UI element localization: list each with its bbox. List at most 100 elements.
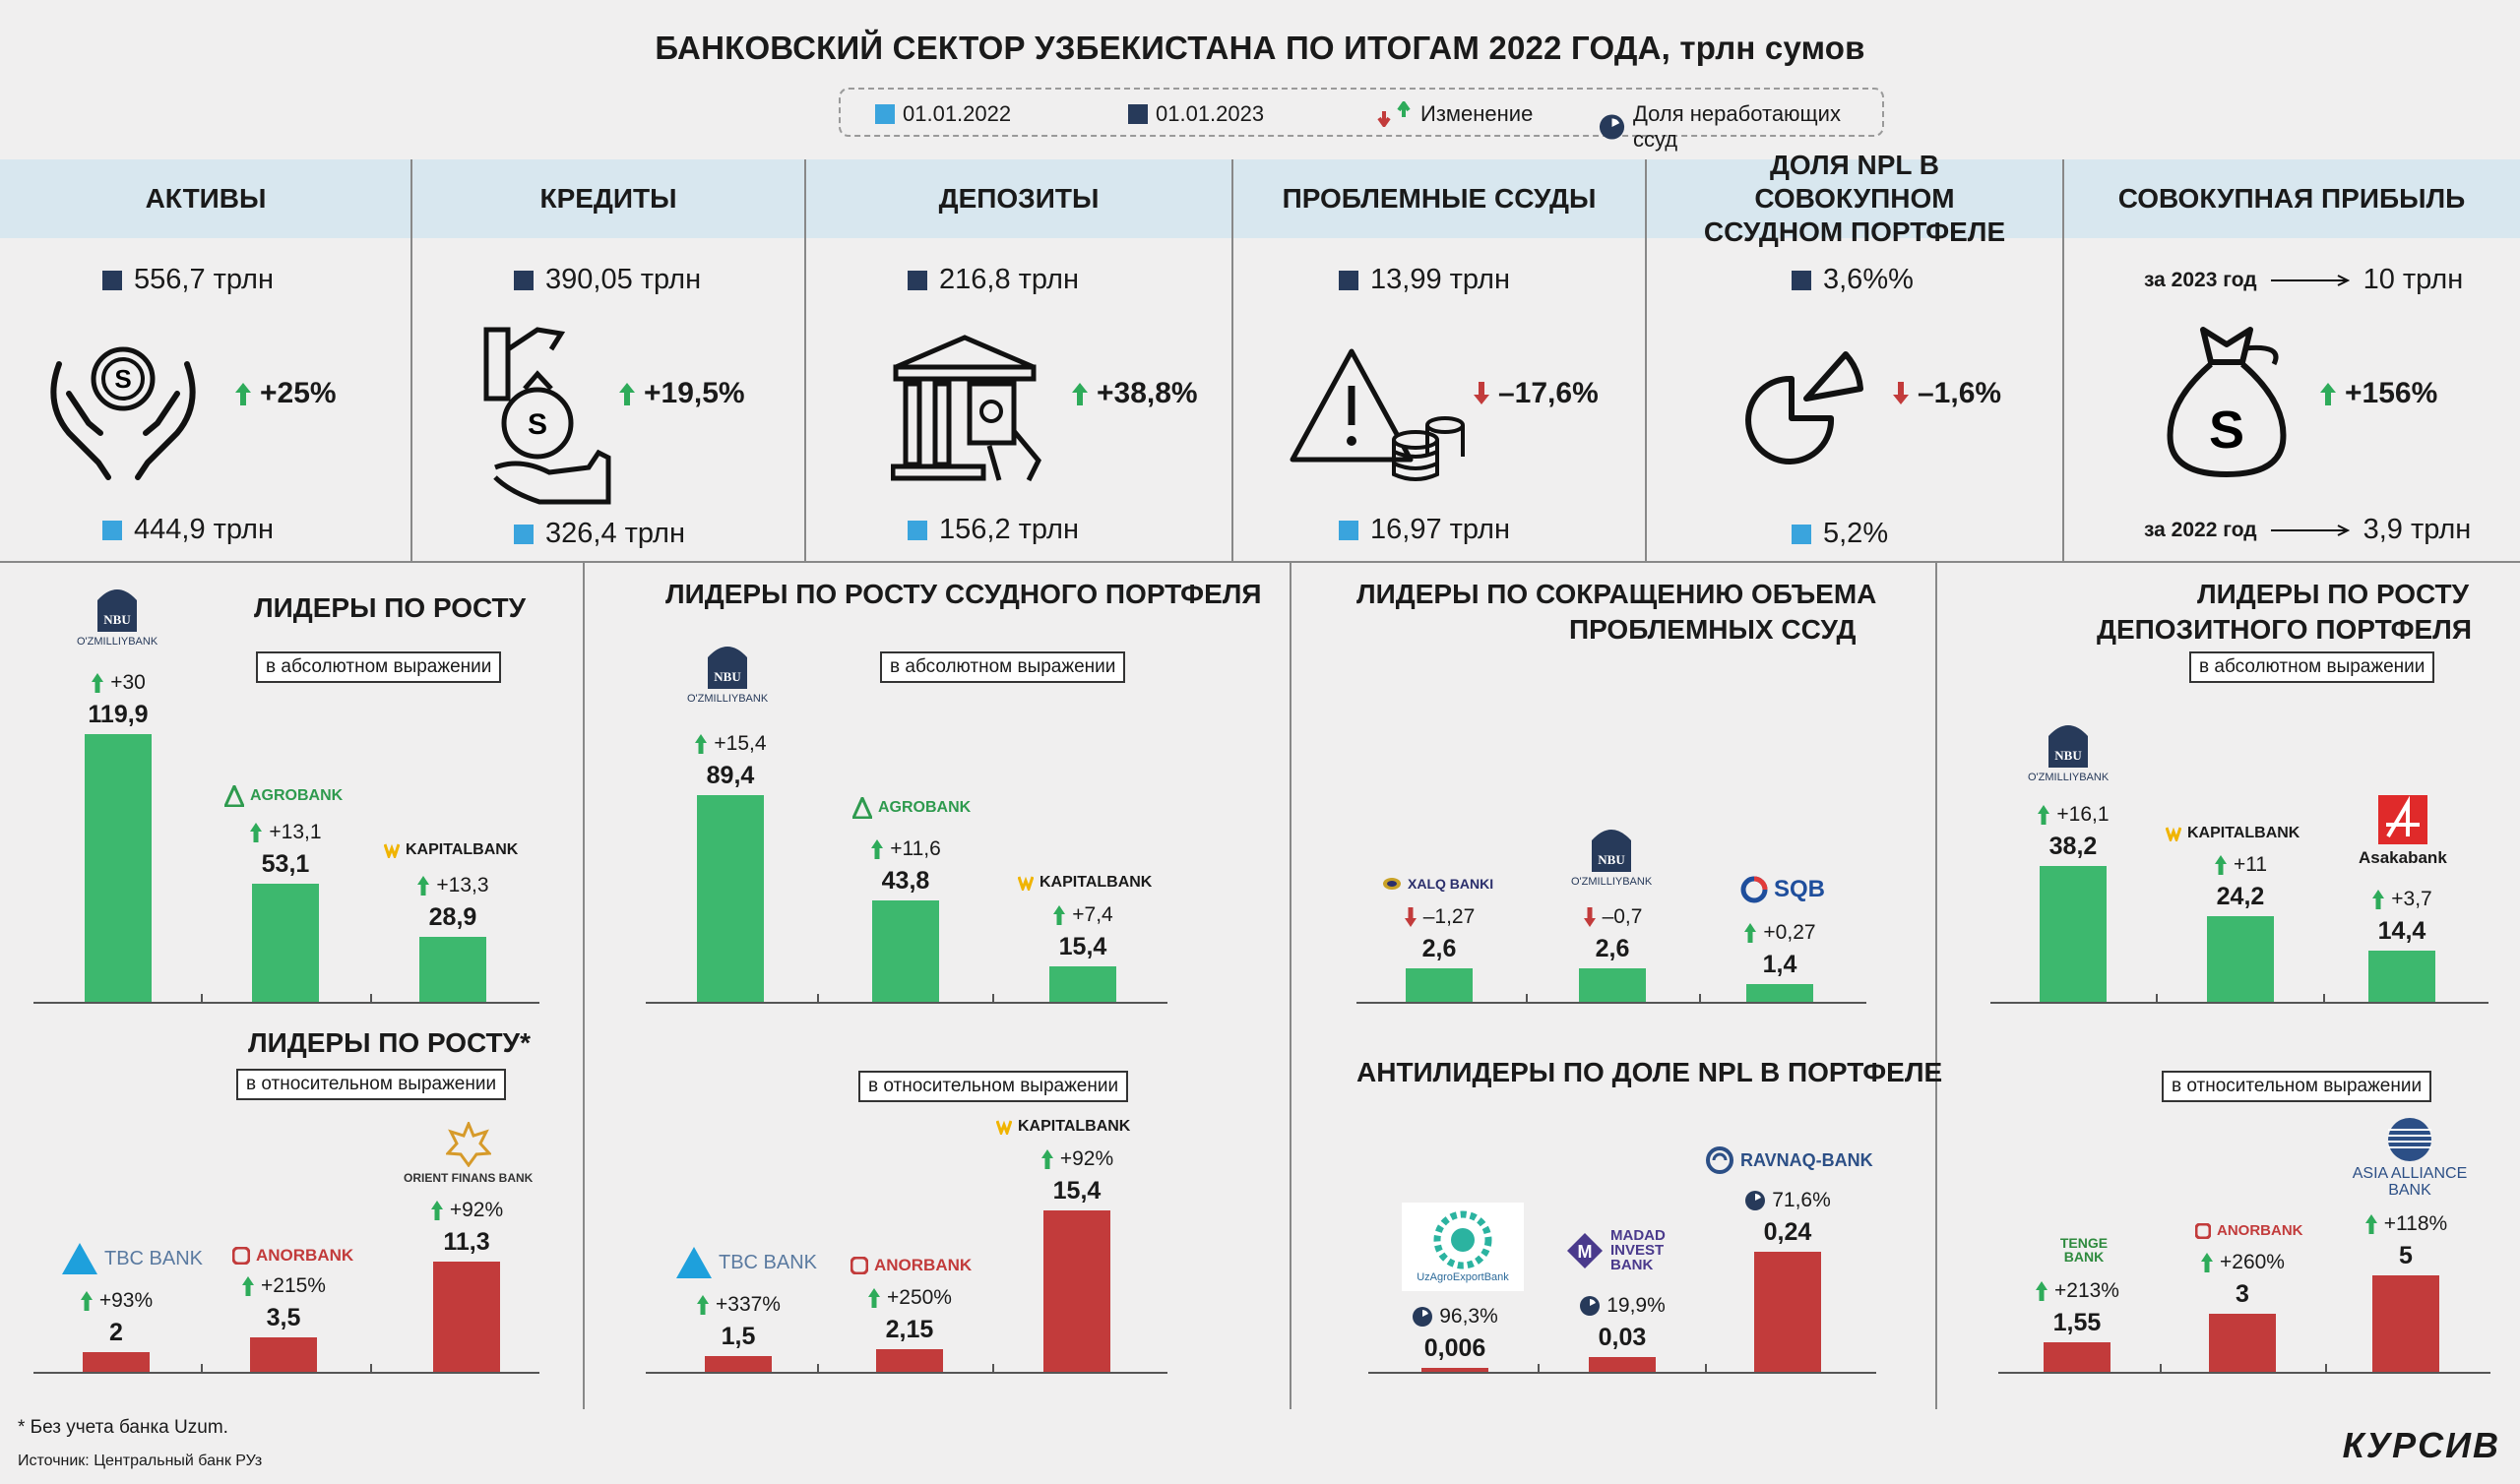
chart-data-label: 14,4 xyxy=(2377,917,2426,945)
chart-change-value: +3,7 xyxy=(2391,888,2432,910)
svg-text:S: S xyxy=(2209,401,2244,460)
chart-data-label: 3 xyxy=(2236,1280,2249,1308)
logo-text: AGROBANK xyxy=(250,787,344,804)
chart-bar xyxy=(83,1352,150,1372)
chart-data-label: 43,8 xyxy=(881,867,930,895)
chart-bar xyxy=(876,1349,943,1372)
chart-change-label: +250% xyxy=(841,1286,978,1310)
legend-item-2023: 01.01.2023 xyxy=(1128,101,1264,127)
logo-text: ANORBANK xyxy=(874,1256,973,1274)
chart-data-label: 0,03 xyxy=(1598,1324,1647,1351)
kpi-value: 390,05 трлн xyxy=(545,264,702,295)
kpi-credits-change: +19,5% xyxy=(618,377,745,410)
up-arrow-icon xyxy=(430,1201,443,1220)
chart-bar xyxy=(872,900,939,1002)
tag-relative: в относительном выражении xyxy=(2162,1071,2432,1102)
kpi-profit-2022: за 2022 год 3,9 трлн xyxy=(2144,514,2471,546)
chart-axis-tick xyxy=(992,1364,994,1374)
logo-orient: ORIENT FINANS BANK xyxy=(404,1122,533,1185)
chart-data-label: 15,4 xyxy=(1052,1177,1102,1205)
up-arrow-icon xyxy=(871,839,884,859)
chart-change-label: 71,6% xyxy=(1719,1189,1857,1212)
up-arrow-icon xyxy=(2201,1253,2213,1272)
logo-asakabank: Asakabank xyxy=(2359,795,2447,868)
chart-data-label: 119,9 xyxy=(88,701,149,728)
logo-subtext: O'ZMILLIYBANK xyxy=(77,636,158,648)
footnote: * Без учета банка Uzum. xyxy=(18,1417,228,1438)
up-arrow-icon xyxy=(417,876,430,896)
chart-bar xyxy=(419,937,486,1002)
nbu-logo-icon: NBU xyxy=(708,647,748,689)
tag-absolute: в абсолютном выражении xyxy=(2189,651,2435,683)
logo-xalq: XALQ BANKI xyxy=(1382,876,1493,892)
legend-label-npl: Доля неработающих ссуд xyxy=(1633,101,1841,152)
kapitalbank-logo-icon xyxy=(384,843,400,858)
nbu-logo-icon: NBU xyxy=(97,589,138,632)
divider xyxy=(2062,159,2064,561)
chart-change-value: +337% xyxy=(716,1293,781,1316)
logo-kapitalbank: KAPITALBANK xyxy=(996,1118,1130,1136)
chart-axis-tick xyxy=(817,994,819,1004)
logo-text: XALQ BANKI xyxy=(1408,876,1494,892)
light-square-icon xyxy=(875,104,895,124)
kpi-change-value: –17,6% xyxy=(1498,377,1599,409)
chart-change-label: +92% xyxy=(398,1199,536,1222)
logo-text: NBU xyxy=(714,669,741,684)
chart-change-label: +93% xyxy=(47,1289,185,1313)
dark-square-icon xyxy=(514,270,534,290)
logo-text: AGROBANK xyxy=(878,799,972,816)
anorbank-logo-icon xyxy=(232,1247,250,1265)
section-title-growth-abs: ЛИДЕРЫ ПО РОСТУ xyxy=(254,592,527,623)
chart-axis xyxy=(1998,1372,2490,1374)
chart-change-label: –0,7 xyxy=(1544,905,1681,929)
up-arrow-icon xyxy=(1040,1149,1053,1169)
chart-change-value: +16,1 xyxy=(2056,803,2110,826)
light-square-icon xyxy=(1339,520,1358,540)
tag-relative: в относительном выражении xyxy=(236,1069,507,1100)
down-arrow-icon xyxy=(1893,382,1909,404)
chart-change-value: 71,6% xyxy=(1772,1189,1831,1211)
chart-bar xyxy=(1049,966,1116,1002)
chart-change-label: +13,3 xyxy=(384,874,522,897)
chart-change-label: +92% xyxy=(1008,1147,1146,1171)
hands-coin-icon: S xyxy=(50,346,196,480)
section-title-npl-reduction-2: ПРОБЛЕМНЫХ ССУД xyxy=(1569,614,1857,645)
chart-bar xyxy=(2040,866,2107,1002)
up-arrow-icon xyxy=(235,383,251,405)
kpi-change-value: +38,8% xyxy=(1097,377,1198,409)
kpi-title-credits: КРЕДИТЫ xyxy=(539,183,677,214)
chart-bar xyxy=(2368,951,2435,1002)
kpi-deposits-2023: 216,8 трлн xyxy=(908,264,1079,296)
logo-text: KAPITALBANK xyxy=(1018,1118,1131,1135)
section-title-growth-rel: ЛИДЕРЫ ПО РОСТУ* xyxy=(248,1027,531,1058)
chart-change-value: +260% xyxy=(2220,1251,2285,1273)
chart-change-value: +30 xyxy=(110,671,146,694)
xalq-logo-icon xyxy=(1383,878,1401,890)
kpi-assets-2022: 444,9 трлн xyxy=(102,514,274,546)
kpi-value: 5,2% xyxy=(1823,518,1889,549)
chart-axis-tick xyxy=(201,1364,203,1374)
legend-item-npl: Доля неработающих ссуд xyxy=(1599,101,1882,153)
chart-change-value: +0,27 xyxy=(1763,921,1816,944)
chart-bar xyxy=(2372,1275,2439,1372)
up-arrow-icon xyxy=(242,1276,254,1296)
tbc-logo-icon xyxy=(676,1247,712,1278)
chart-axis-tick xyxy=(370,1364,372,1374)
chart-axis-tick xyxy=(1538,1364,1540,1374)
chart-data-label: 89,4 xyxy=(706,762,755,789)
chart-bar xyxy=(705,1356,772,1372)
logo-text: TBC BANK xyxy=(719,1251,818,1273)
svg-text:S: S xyxy=(114,364,131,394)
section-title-deposit-1: ЛИДЕРЫ ПО РОСТУ xyxy=(2197,579,2470,609)
kpi-title-npl-share: ДОЛЯ NPL В СОВОКУПНОМ ССУДНОМ ПОРТФЕЛЕ xyxy=(1703,150,2006,247)
kpi-value: 3,9 трлн xyxy=(2362,514,2472,545)
madad-logo-icon: M xyxy=(1567,1232,1603,1268)
chart-change-label: +15,4 xyxy=(662,732,799,756)
logo-anorbank: ANORBANK xyxy=(850,1256,972,1275)
chart-axis xyxy=(33,1002,539,1004)
chart-change-value: 96,3% xyxy=(1439,1305,1498,1328)
chart-bar xyxy=(85,734,152,1002)
dark-square-icon xyxy=(102,270,122,290)
kpi-value: 10 трлн xyxy=(2362,264,2464,295)
divider xyxy=(583,561,585,1409)
